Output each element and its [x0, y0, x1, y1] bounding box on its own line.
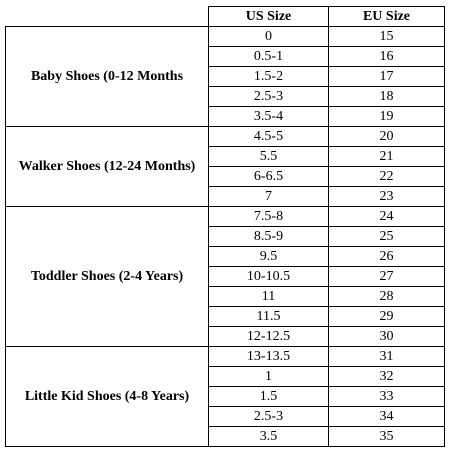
- shoe-size-table: US Size EU Size Baby Shoes (0-12 Months 0…: [5, 6, 445, 447]
- us-size-cell: 2.5-3: [208, 406, 329, 427]
- us-size-cell: 13-13.5: [208, 346, 329, 367]
- category-label: Walker Shoes (12-24 Months): [5, 126, 209, 207]
- eu-size-cell: 29: [328, 306, 445, 327]
- eu-size-cell: 23: [328, 186, 445, 207]
- header-category-cell: [5, 6, 209, 27]
- eu-size-cell: 34: [328, 406, 445, 427]
- eu-size-cell: 16: [328, 46, 445, 67]
- us-size-cell: 9.5: [208, 246, 329, 267]
- eu-size-cell: 31: [328, 346, 445, 367]
- eu-size-cell: 35: [328, 426, 445, 447]
- table-row: 2.5-3 34: [6, 406, 445, 427]
- eu-size-cell: 32: [328, 366, 445, 387]
- eu-size-cell: 22: [328, 166, 445, 187]
- table-row: 1.5 33: [6, 386, 445, 407]
- table-row: 12-12.5 30: [6, 326, 445, 347]
- us-size-cell: 11.5: [208, 306, 329, 327]
- table-row: 1 32: [6, 366, 445, 387]
- us-size-cell: 0: [208, 26, 329, 47]
- eu-size-cell: 17: [328, 66, 445, 87]
- us-size-cell: 12-12.5: [208, 326, 329, 347]
- eu-size-cell: 19: [328, 106, 445, 127]
- eu-size-cell: 33: [328, 386, 445, 407]
- table-row: Toddler Shoes (2-4 Years) 7.5-8 24: [5, 206, 445, 347]
- eu-size-cell: 26: [328, 246, 445, 267]
- table-row: 11.5 29: [6, 306, 445, 327]
- table-body: Baby Shoes (0-12 Months 0 15 0.5-1 16 1.5-2 17…: [5, 26, 445, 447]
- eu-size-cell: 20: [328, 126, 445, 147]
- us-size-cell: 1.5-2: [208, 66, 329, 87]
- table-row: Baby Shoes (0-12 Months 0 15: [5, 26, 445, 127]
- table-row: 5.5 21: [6, 146, 445, 167]
- table-row: 9.5 26: [6, 246, 445, 267]
- us-size-cell: 5.5: [208, 146, 329, 167]
- category-label: Baby Shoes (0-12 Months: [5, 26, 209, 127]
- eu-size-cell: 30: [328, 326, 445, 347]
- table-row: Little Kid Shoes (4-8 Years) 13-13.5 31: [5, 346, 445, 447]
- table-row: 11 28: [6, 286, 445, 307]
- header-eu-size: EU Size: [328, 6, 445, 27]
- table-row: 3.5 35: [6, 426, 445, 447]
- us-size-cell: 1: [208, 366, 329, 387]
- us-size-cell: 1.5: [208, 386, 329, 407]
- eu-size-cell: 15: [328, 26, 445, 47]
- us-size-cell: 3.5: [208, 426, 329, 447]
- eu-size-cell: 28: [328, 286, 445, 307]
- table-header: US Size EU Size: [5, 6, 445, 27]
- us-size-cell: 4.5-5: [208, 126, 329, 147]
- header-row: US Size EU Size: [5, 6, 445, 27]
- category-label: Toddler Shoes (2-4 Years): [5, 206, 209, 347]
- us-size-cell: 6-6.5: [208, 166, 329, 187]
- eu-size-cell: 18: [328, 86, 445, 107]
- eu-size-cell: 27: [328, 266, 445, 287]
- us-size-cell: 7.5-8: [208, 206, 329, 227]
- us-size-cell: 11: [208, 286, 329, 307]
- us-size-cell: 2.5-3: [208, 86, 329, 107]
- eu-size-cell: 24: [328, 206, 445, 227]
- us-size-cell: 0.5-1: [208, 46, 329, 67]
- header-us-size: US Size: [208, 6, 329, 27]
- us-size-cell: 7: [208, 186, 329, 207]
- us-size-cell: 10-10.5: [208, 266, 329, 287]
- eu-size-cell: 21: [328, 146, 445, 167]
- table-row: Walker Shoes (12-24 Months) 4.5-5 20: [5, 126, 445, 207]
- us-size-cell: 8.5-9: [208, 226, 329, 247]
- eu-size-cell: 25: [328, 226, 445, 247]
- category-label: Little Kid Shoes (4-8 Years): [5, 346, 209, 447]
- table-row: 2.5-3 18: [6, 86, 445, 107]
- us-size-cell: 3.5-4: [208, 106, 329, 127]
